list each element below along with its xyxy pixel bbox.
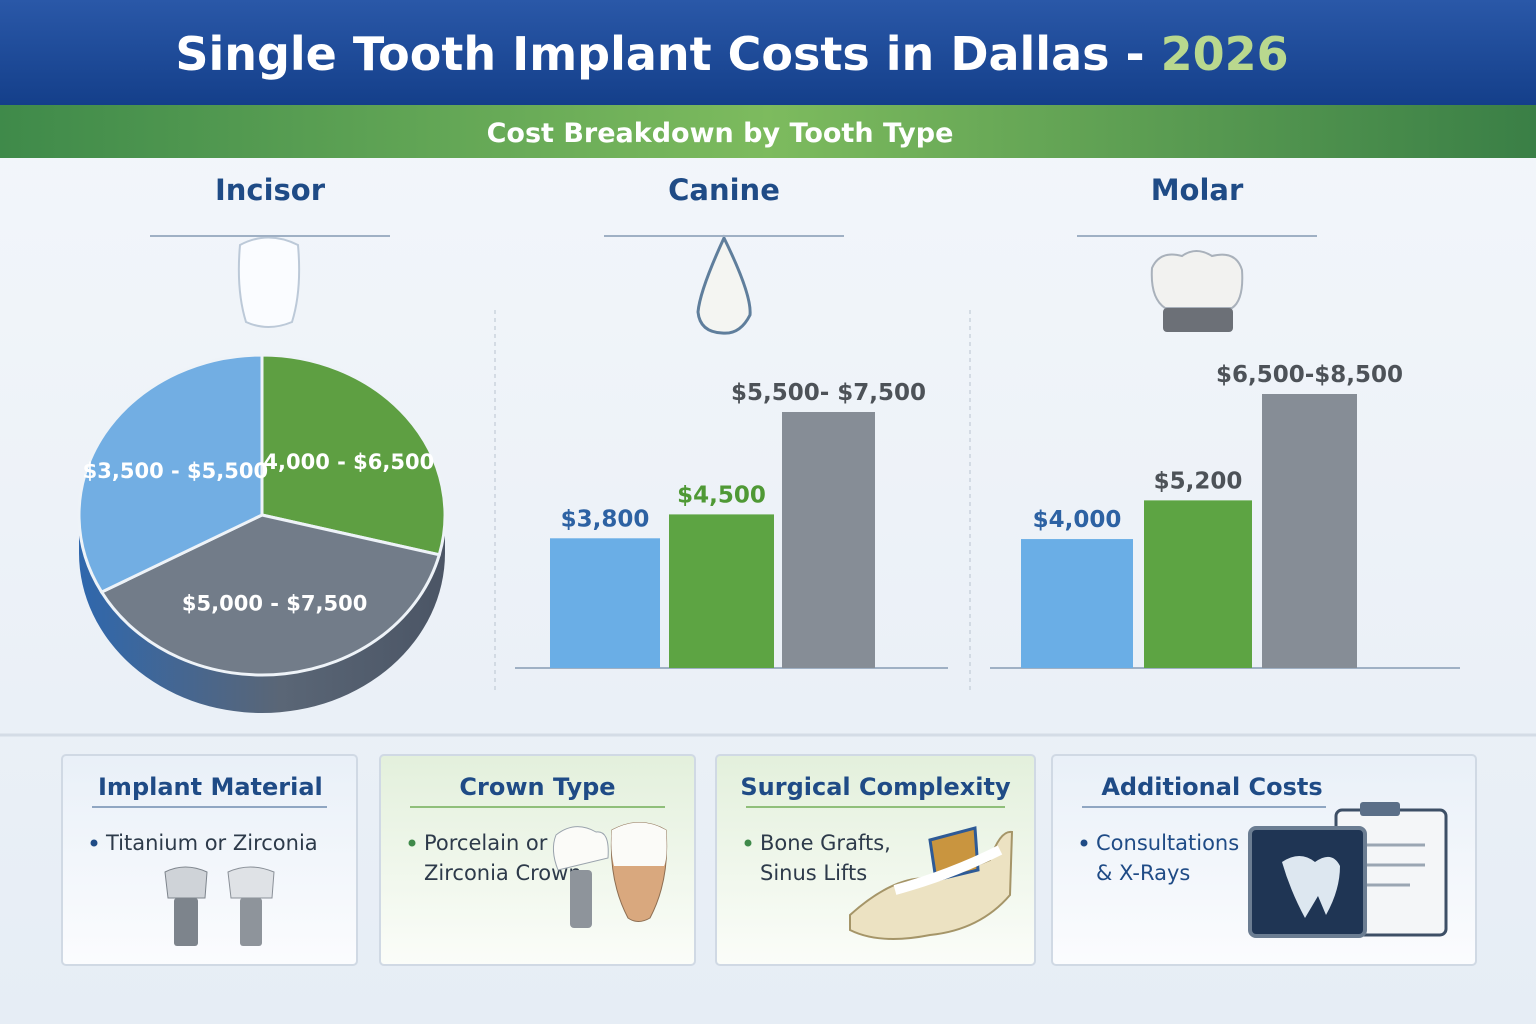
- slice-label: $4,000 - $6,500: [249, 450, 434, 474]
- bar-chart: $3,800 $4,500 $5,500- $7,500: [515, 380, 948, 669]
- title-text: Single Tooth Implant Costs in Dallas -: [175, 27, 1144, 81]
- chart-title: Canine: [668, 173, 780, 207]
- bullet: [1080, 839, 1088, 847]
- card-text: Zirconia Crown: [424, 861, 582, 885]
- card-title: Implant Material: [98, 773, 323, 801]
- card-title: Additional Costs: [1101, 773, 1322, 801]
- card-text: Sinus Lifts: [760, 861, 867, 885]
- chart-title: Incisor: [215, 173, 326, 207]
- bar-value-label: $6,500-$8,500: [1216, 362, 1403, 388]
- bar: [550, 538, 660, 668]
- bullet: [90, 839, 98, 847]
- incisor-icon: [237, 236, 301, 328]
- pie-slice: [260, 353, 447, 557]
- title: Single Tooth Implant Costs in Dallas - 20…: [175, 27, 1288, 81]
- title-year: 2026: [1161, 27, 1289, 81]
- bar-value-label: $4,500: [677, 482, 766, 508]
- bar-value-label: $4,000: [1033, 507, 1122, 533]
- bar-chart: $4,000 $5,200 $6,500-$8,500: [990, 362, 1460, 669]
- xray-icon: [1248, 802, 1448, 938]
- bar: [1262, 394, 1357, 668]
- bar-value-label: $5,500- $7,500: [731, 380, 926, 406]
- canine-icon: [696, 234, 752, 335]
- chart-title: Molar: [1151, 173, 1244, 207]
- card-title: Crown Type: [459, 773, 615, 801]
- card-text: Consultations: [1096, 831, 1239, 855]
- subtitle-band: [0, 105, 1536, 158]
- bar: [1144, 500, 1252, 668]
- bar: [782, 412, 875, 668]
- pie-slice: [99, 513, 442, 677]
- pie: $4,000 - $6,500 $5,000 - $7,500 $3,500 - $…: [77, 353, 447, 713]
- pie-slice: [77, 353, 264, 595]
- card-title: Surgical Complexity: [740, 773, 1011, 801]
- bar: [1021, 539, 1133, 668]
- bullet: [744, 839, 752, 847]
- card-text: Porcelain or: [424, 831, 548, 855]
- subtitle: Cost Breakdown by Tooth Type: [487, 118, 954, 149]
- bullet: [408, 839, 416, 847]
- card-text: Titanium or Zirconia: [105, 831, 318, 855]
- bar: [669, 514, 774, 668]
- bar-value-label: $3,800: [561, 506, 650, 532]
- implant-icons: [164, 866, 275, 946]
- charts: Incisor $4,000 - $6,500 $5,000 - $7,500 $3,…: [77, 173, 1460, 713]
- slice-label: $3,500 - $5,500: [83, 459, 268, 483]
- slice-label: $5,000 - $7,500: [182, 591, 367, 615]
- molar-icon-base: [1163, 308, 1233, 332]
- jaw-icon: [849, 826, 1014, 940]
- card-text: Bone Grafts,: [760, 831, 891, 855]
- bar-value-label: $5,200: [1154, 468, 1243, 494]
- card-text: & X-Rays: [1096, 861, 1190, 885]
- molar-icon: [1150, 250, 1244, 309]
- header-band: [0, 0, 1536, 105]
- crown-icons: [552, 822, 668, 928]
